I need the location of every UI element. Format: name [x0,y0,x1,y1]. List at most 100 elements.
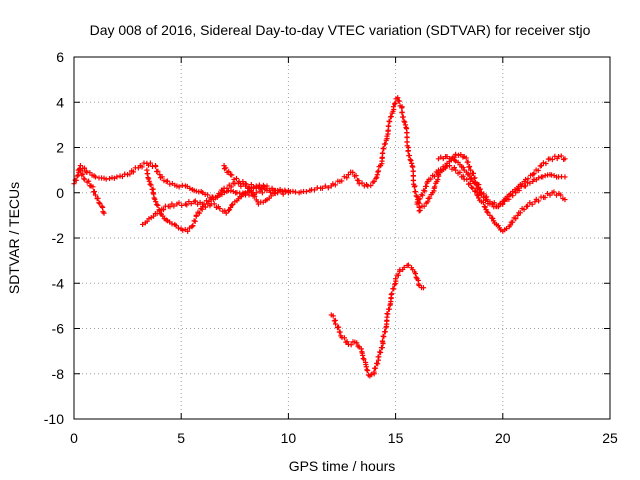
x-tick-label: 5 [177,430,185,446]
data-point [325,185,331,191]
data-point [503,225,510,232]
data-point [140,221,146,228]
data-point [153,199,159,205]
data-point [319,185,326,191]
data-point [184,202,190,208]
data-point [79,172,85,178]
data-point [401,264,407,271]
data-point [405,262,412,268]
data-point [259,190,265,196]
x-axis-label: GPS time / hours [289,458,396,474]
data-point [475,192,481,199]
data-point [381,334,387,340]
data-point [368,182,374,189]
data-point [387,119,393,125]
data-point [420,285,427,291]
data-point [417,196,423,202]
data-point [377,349,384,356]
data-point [339,178,345,184]
data-point [205,192,211,198]
data-point [404,130,410,136]
data-point [196,210,203,216]
data-point [358,346,364,352]
data-point [153,163,159,170]
data-point [372,365,379,371]
data-point [522,183,529,189]
grid [74,57,610,419]
data-point [360,355,366,362]
data-point [405,148,411,154]
data-point [278,188,284,194]
data-point [130,169,137,175]
data-point [332,182,338,188]
data-point [423,183,429,190]
data-point [466,172,472,178]
data-point [231,176,237,183]
series-trace-2 [75,167,107,216]
x-tick-label: 10 [281,430,297,446]
data-point [470,185,476,191]
data-point [154,202,160,208]
data-point [395,272,401,278]
data-point [507,222,513,228]
data-point [176,184,182,190]
data-point [344,175,350,181]
data-point [379,345,385,351]
data-point [155,168,161,174]
data-point [341,174,347,180]
data-point [322,183,328,189]
y-tick-label: -10 [44,411,64,427]
data-point [517,210,523,216]
data-point [465,159,471,165]
data-point [228,188,234,194]
data-point [233,175,240,182]
data-point [81,165,88,171]
data-point [527,180,533,186]
data-point [478,190,484,196]
data-point [240,179,246,185]
data-point [468,167,474,173]
data-point [359,180,365,186]
data-point [408,158,414,164]
data-point [371,369,377,375]
series-trace-7 [435,153,568,210]
data-point [354,340,360,346]
data-point [248,181,254,188]
data-point [453,167,459,173]
data-point [419,192,426,198]
series-trace-1 [71,95,568,214]
x-tick-label: 25 [602,430,618,446]
data-point [399,109,405,115]
data-point [379,338,386,344]
data-point [282,188,289,195]
data-point [413,193,419,199]
data-point [285,190,291,196]
data-point [330,181,336,187]
data-point [389,291,395,297]
data-point [536,198,542,204]
data-point [364,367,370,373]
data-point [189,224,195,230]
data-point [453,151,459,157]
data-point [485,210,491,216]
data-point [332,321,339,327]
data-point [252,193,258,200]
data-point [375,361,381,367]
data-point [150,213,157,219]
data-point [521,206,527,213]
data-point [562,174,568,180]
data-point [515,212,521,218]
axes: 0 5 10 15 20 25 -10 -8 -6 -4 -2 0 2 4 6 [44,49,618,446]
data-point [330,313,336,319]
data-point [391,286,397,292]
data-point [542,194,548,201]
x-tick-label: 0 [70,430,78,446]
data-point [380,150,386,156]
data-point [95,195,101,201]
data-point [410,168,416,174]
data-point [396,98,402,104]
data-point [523,176,529,183]
data-point [127,171,133,177]
data-point [344,339,350,345]
data-point [74,173,80,179]
